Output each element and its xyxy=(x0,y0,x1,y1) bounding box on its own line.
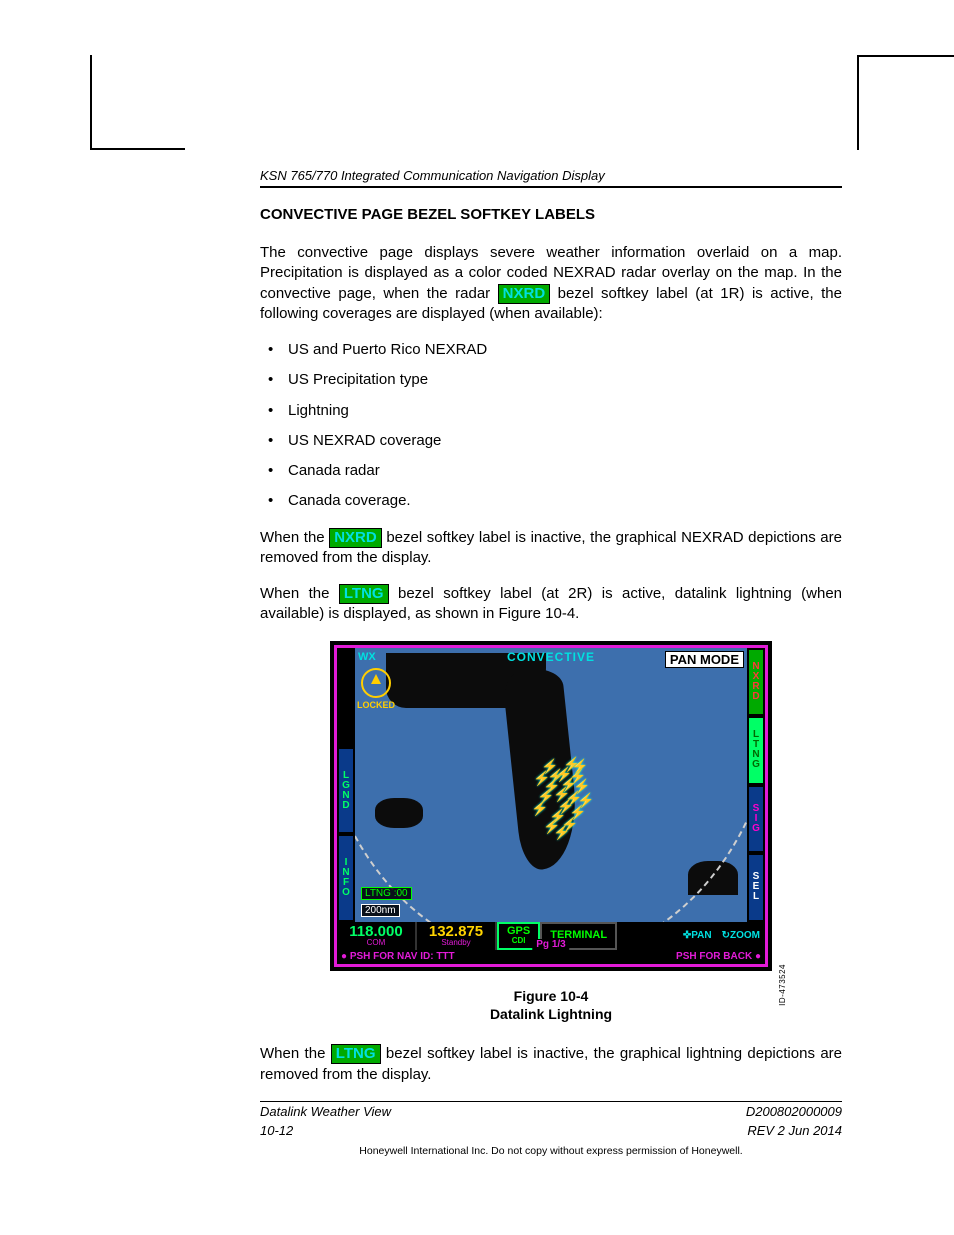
left-softkey-column: LGNDINFO xyxy=(337,648,355,922)
bottom-status-row: ● PSH FOR NAV ID: TTT PSH FOR BACK ● xyxy=(337,950,765,964)
list-item: Canada coverage. xyxy=(260,491,842,511)
freq-label: Standby xyxy=(441,939,470,947)
locked-label: LOCKED xyxy=(357,700,395,710)
spacer xyxy=(617,922,678,950)
display-inner: LGNDINFO NXRDLTNGSIGSEL WX CONVECTIVE PA… xyxy=(334,645,768,967)
zoom-indicator[interactable]: ↻ZOOM xyxy=(717,922,765,950)
lightning-icon: ⚡ xyxy=(571,758,588,775)
ltng-age-label: LTNG :00 xyxy=(361,887,412,900)
side-softkey[interactable]: LGND xyxy=(337,747,355,834)
lightning-icon: ⚡ xyxy=(533,770,550,787)
footer-row-1: Datalink Weather View D200802000009 xyxy=(260,1104,842,1121)
figure-number: Figure 10-4 xyxy=(514,988,589,1004)
softkey-nxrd: NXRD xyxy=(329,528,382,548)
crop-mark xyxy=(857,55,859,150)
convective-label: CONVECTIVE xyxy=(507,650,595,664)
footer-right-1: D200802000009 xyxy=(746,1104,842,1121)
footer-rule xyxy=(260,1101,842,1103)
para-4: When the LTNG bezel softkey label is ina… xyxy=(260,1044,842,1085)
compass-icon xyxy=(361,668,391,698)
copyright: Honeywell International Inc. Do not copy… xyxy=(260,1145,842,1157)
para-3: When the LTNG bezel softkey label (at 2R… xyxy=(260,584,842,625)
pan-label: PAN xyxy=(691,930,711,941)
radar-display: LGNDINFO NXRDLTNGSIGSEL WX CONVECTIVE PA… xyxy=(330,641,772,971)
list-item: Canada radar xyxy=(260,461,842,481)
psh-nav: ● PSH FOR NAV ID: TTT xyxy=(341,951,455,962)
wx-label: WX xyxy=(358,651,376,663)
freq-value: 118.000 xyxy=(349,924,402,939)
side-softkey[interactable]: LTNG xyxy=(747,716,765,785)
side-softkey[interactable]: SIG xyxy=(747,785,765,854)
map-area[interactable]: WX CONVECTIVE PAN MODE LOCKED LTNG :00 2… xyxy=(355,648,747,922)
lightning-icon: ⚡ xyxy=(577,792,594,809)
header-rule xyxy=(260,186,842,188)
figure-caption: Figure 10-4 Datalink Lightning xyxy=(260,987,842,1025)
page-indicator: Pg 1/3 xyxy=(532,939,569,950)
crop-mark xyxy=(90,55,92,150)
range-label: 200nm xyxy=(361,904,400,917)
content: KSN 765/770 Integrated Communication Nav… xyxy=(260,168,842,1157)
freq-label: COM xyxy=(367,939,386,947)
standby-freq[interactable]: 132.875 Standby xyxy=(417,922,497,950)
para-3a: When the xyxy=(260,585,339,602)
coverage-list: US and Puerto Rico NEXRAD US Precipitatio… xyxy=(260,340,842,512)
pan-mode-label: PAN MODE xyxy=(665,651,744,668)
softkey-ltng: LTNG xyxy=(339,584,389,604)
psh-back: PSH FOR BACK ● xyxy=(676,951,761,962)
crop-mark xyxy=(90,148,185,150)
list-item: US NEXRAD coverage xyxy=(260,431,842,451)
pan-indicator[interactable]: ✜ PAN xyxy=(678,922,717,950)
crop-mark xyxy=(859,55,954,57)
side-softkey[interactable]: NXRD xyxy=(747,648,765,717)
figure-title: Datalink Lightning xyxy=(490,1006,612,1022)
softkey-ltng: LTNG xyxy=(331,1044,381,1064)
figure-id: ID-473524 xyxy=(778,964,787,1006)
side-softkey[interactable]: SEL xyxy=(747,853,765,922)
list-item: US and Puerto Rico NEXRAD xyxy=(260,340,842,360)
list-item: US Precipitation type xyxy=(260,370,842,390)
softkey-nxrd: NXRD xyxy=(498,284,551,304)
footer-left-2: 10-12 xyxy=(260,1123,293,1140)
para-2a: When the xyxy=(260,529,329,546)
section-title: CONVECTIVE PAGE BEZEL SOFTKEY LABELS xyxy=(260,206,842,223)
page: KSN 765/770 Integrated Communication Nav… xyxy=(0,0,954,1235)
lightning-icon: ⚡ xyxy=(531,800,548,817)
right-softkey-column: NXRDLTNGSIGSEL xyxy=(747,648,765,922)
footer-left-1: Datalink Weather View xyxy=(260,1104,391,1121)
cdi-label: CDI xyxy=(512,937,526,945)
para-1: The convective page displays severe weat… xyxy=(260,243,842,324)
zoom-label: ZOOM xyxy=(730,930,760,941)
list-item: Lightning xyxy=(260,401,842,421)
active-freq[interactable]: 118.000 COM xyxy=(337,922,417,950)
side-softkey[interactable]: INFO xyxy=(337,834,355,921)
para-4a: When the xyxy=(260,1045,331,1062)
figure: LGNDINFO NXRDLTNGSIGSEL WX CONVECTIVE PA… xyxy=(260,641,842,971)
freq-value: 132.875 xyxy=(429,924,483,939)
para-2: When the NXRD bezel softkey label is ina… xyxy=(260,528,842,569)
footer-right-2: REV 2 Jun 2014 xyxy=(747,1123,842,1140)
running-header: KSN 765/770 Integrated Communication Nav… xyxy=(260,168,842,183)
footer-row-2: 10-12 REV 2 Jun 2014 xyxy=(260,1123,842,1140)
